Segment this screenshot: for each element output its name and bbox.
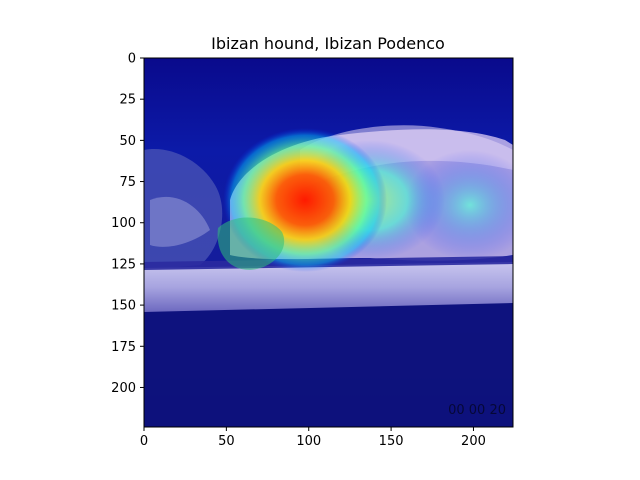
- y-tick-label: 25: [119, 93, 136, 108]
- y-tick-label: 175: [111, 340, 136, 355]
- axes-frame: [143, 57, 514, 428]
- x-tick-label: 150: [379, 434, 404, 449]
- heatmap-image: 00 00 20: [144, 58, 513, 427]
- y-tick-label: 125: [111, 257, 136, 272]
- svg-text:00 00 20: 00 00 20: [448, 403, 506, 418]
- x-tick-label: 100: [296, 434, 321, 449]
- x-tick-label: 0: [140, 434, 148, 449]
- y-tick-label: 50: [119, 134, 136, 149]
- y-tick-label: 200: [111, 381, 136, 396]
- y-tick-label: 75: [119, 175, 136, 190]
- y-axis: 0 25 50 75 100 125 150 175 200: [111, 52, 144, 396]
- y-tick-label: 150: [111, 299, 136, 314]
- chart-title: Ibizan hound, Ibizan Podenco: [211, 34, 445, 53]
- x-tick-label: 200: [461, 434, 486, 449]
- y-tick-label: 0: [128, 52, 136, 67]
- y-tick-label: 100: [111, 216, 136, 231]
- x-tick-label: 50: [218, 434, 235, 449]
- x-axis: 0 50 100 150 200: [140, 427, 486, 449]
